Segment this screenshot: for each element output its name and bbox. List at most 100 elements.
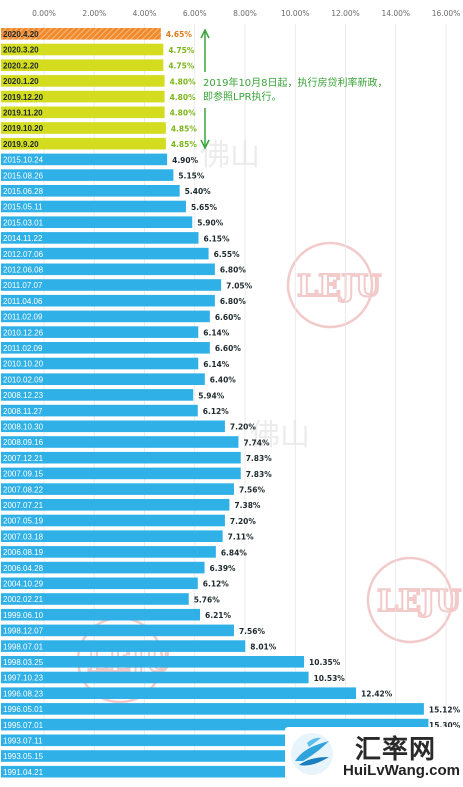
bar-value-label: 15.30% [429, 721, 461, 730]
bar-category-label: 2011.07.07 [3, 281, 43, 290]
bar-group: 2007.09.15 7.83% [1, 467, 272, 480]
bar-category-cell [1, 483, 44, 495]
annotation-arrowhead-down [200, 139, 210, 150]
bar-category-cell [1, 28, 44, 40]
bar [44, 279, 222, 291]
bar-group: 2019.12.20 4.80% [1, 90, 196, 103]
bar-category-cell [1, 279, 44, 291]
bar [44, 137, 166, 150]
bar [44, 561, 205, 574]
bar-category-cell [1, 326, 44, 338]
bar-category-label: 2008.10.30 [3, 423, 44, 432]
bar [44, 263, 215, 276]
watermark-ring [286, 241, 374, 329]
bar-category-label: 2007.09.15 [3, 470, 44, 479]
bar-category-cell [1, 624, 44, 637]
bar-group: 2007.07.21 7.38% [1, 499, 261, 511]
bar-group: 1998.12.07 7.56% [1, 624, 265, 637]
bar [44, 310, 210, 323]
x-tick-label: 12.00% [331, 9, 360, 18]
bar-group: 2011.02.09 6.60% [1, 310, 241, 323]
bar-group: 2006.08.19 6.84% [1, 546, 247, 558]
bar-category-label: 2010.02.09 [3, 375, 44, 384]
bar-category-cell [1, 59, 44, 71]
bar [44, 483, 234, 495]
bar-category-label: 2010.10.20 [3, 360, 44, 369]
bar-category-label: 2007.07.21 [3, 501, 44, 510]
bar [44, 185, 180, 197]
bar-category-label: 2015.06.28 [3, 187, 44, 196]
x-tick-label: 10.00% [281, 9, 310, 18]
watermark-brand: LEJU [297, 269, 381, 304]
bar-group: 2007.03.18 7.11% [1, 530, 254, 542]
bar-group: 2019.9.20 4.85% [1, 137, 197, 150]
bar-value-label: 6.14% [203, 360, 230, 369]
bar [44, 232, 199, 244]
bar-group: 1993.05.15 [1, 750, 429, 762]
bar [44, 577, 198, 590]
bar-value-label: 5.90% [197, 219, 224, 228]
bar [44, 216, 193, 228]
bar-category-label: 1993.07.11 [3, 737, 43, 746]
bar-category-label: 2011.04.06 [3, 297, 43, 306]
bar [44, 671, 309, 684]
bar-value-label: 6.40% [210, 376, 237, 385]
watermark-city: 佛山 [250, 418, 310, 453]
bar [44, 750, 429, 762]
bar-category-cell [1, 263, 44, 276]
logo-domain: HuiLvWang.com [343, 762, 460, 779]
bar-category-label: 2015.05.11 [3, 203, 43, 212]
bar-group: 1991.04.21 [1, 765, 429, 778]
bar-group: 2008.12.23 5.94% [1, 389, 225, 401]
bar-group: 2014.11.22 6.15% [1, 232, 230, 244]
bar-value-label: 7.20% [230, 517, 257, 526]
watermark-ring [366, 556, 454, 644]
bar [44, 546, 216, 558]
bar-group: 2015.10.24 4.90% [1, 153, 199, 166]
bar-category-cell [1, 608, 44, 621]
bar-group: 1995.07.01 15.30% [1, 718, 461, 731]
bar [44, 389, 194, 401]
bar-category-label: 2019.9.20 [3, 140, 39, 149]
bar-value-label: 6.12% [203, 580, 230, 589]
bar-category-cell [1, 200, 44, 213]
bar-category-label: 2012.06.08 [3, 266, 44, 275]
bar-category-cell [1, 593, 44, 605]
bar-category-cell [1, 451, 44, 464]
bar-group: 2007.12.21 7.83% [1, 451, 273, 464]
bar [44, 687, 357, 699]
bar-value-label: 7.83% [246, 454, 273, 463]
bar-value-label: 5.40% [185, 187, 212, 196]
bar-value-label: 10.53% [314, 674, 346, 683]
bar-category-cell [1, 106, 44, 119]
bar-category-cell [1, 765, 44, 778]
bar [44, 357, 199, 370]
bar-value-label: 10.35% [309, 658, 341, 667]
bar-value-label: 4.80% [170, 109, 197, 118]
bar-value-label: 6.60% [215, 344, 242, 353]
bar [44, 43, 164, 56]
bar-group: 2015.03.01 5.90% [1, 216, 224, 228]
bar-group: 2011.07.07 7.05% [1, 279, 253, 291]
bar-category-label: 1991.04.21 [3, 768, 44, 777]
bar-group: 2007.08.22 7.56% [1, 483, 265, 495]
bar-category-cell [1, 137, 44, 150]
bar-group: 2008.11.27 6.12% [1, 404, 229, 417]
bar-category-label: 2006.08.19 [3, 548, 44, 557]
bar-value-label: 6.21% [205, 611, 232, 620]
bar [44, 326, 199, 338]
bird-logo-icon [291, 733, 333, 775]
bar-group: 1998.07.01 8.01% [1, 640, 277, 652]
bar-value-label: 4.85% [171, 124, 198, 133]
bar-group: 2004.10.29 6.12% [1, 577, 230, 590]
bar-category-cell [1, 671, 44, 684]
bar-category-label: 2020.3.20 [3, 46, 39, 55]
bar [44, 90, 165, 103]
bar [44, 436, 239, 448]
bar-category-label: 2020.4.20 [3, 30, 39, 39]
bar [44, 342, 210, 354]
bar-value-label: 6.84% [221, 548, 248, 557]
bar-group: 2008.10.30 7.20% [1, 420, 256, 433]
logo-chinese-name: 汇率网 [355, 735, 437, 765]
